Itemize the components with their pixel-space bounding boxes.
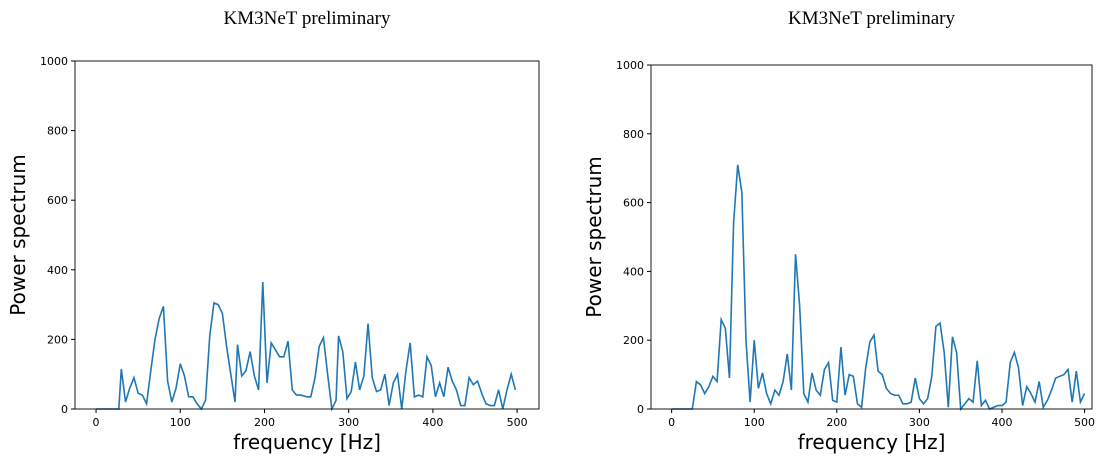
y-tick-label: 200 <box>47 333 68 346</box>
x-tick-label: 400 <box>991 416 1012 429</box>
x-axis-label: frequency [Hz] <box>233 430 381 454</box>
x-tick-label: 300 <box>909 416 930 429</box>
y-tick-label: 400 <box>623 265 644 278</box>
y-tick-label: 600 <box>47 194 68 207</box>
y-tick-label: 800 <box>47 125 68 138</box>
y-tick-label: 0 <box>61 403 68 416</box>
y-tick-label: 1000 <box>616 59 644 72</box>
x-tick-label: 500 <box>507 416 528 429</box>
x-tick-label: 0 <box>93 416 100 429</box>
x-tick-label: 200 <box>826 416 847 429</box>
x-tick-label: 500 <box>1074 416 1095 429</box>
chart-title: KM3NeT preliminary <box>788 8 955 29</box>
x-tick-label: 200 <box>254 416 275 429</box>
y-tick-label: 800 <box>623 128 644 141</box>
plot-frame <box>650 64 1093 410</box>
y-tick-label: 400 <box>47 264 68 277</box>
x-tick-label: 400 <box>422 416 443 429</box>
x-tick-label: 300 <box>338 416 359 429</box>
y-axis-label: Power spectrum <box>6 154 30 315</box>
chart-title: KM3NeT preliminary <box>224 8 391 29</box>
series-line <box>671 164 1086 412</box>
x-axis-label: frequency [Hz] <box>798 430 946 454</box>
y-tick-label: 600 <box>623 197 644 210</box>
x-tick-label: 100 <box>744 416 765 429</box>
x-tick-label: 0 <box>668 416 675 429</box>
series-line <box>96 281 517 412</box>
x-tick-label: 100 <box>170 416 191 429</box>
y-tick-label: 200 <box>623 334 644 347</box>
y-tick-label: 0 <box>637 403 644 416</box>
y-tick-label: 1000 <box>40 55 68 68</box>
y-axis-label: Power spectrum <box>582 156 606 317</box>
plot-frame <box>74 60 540 410</box>
